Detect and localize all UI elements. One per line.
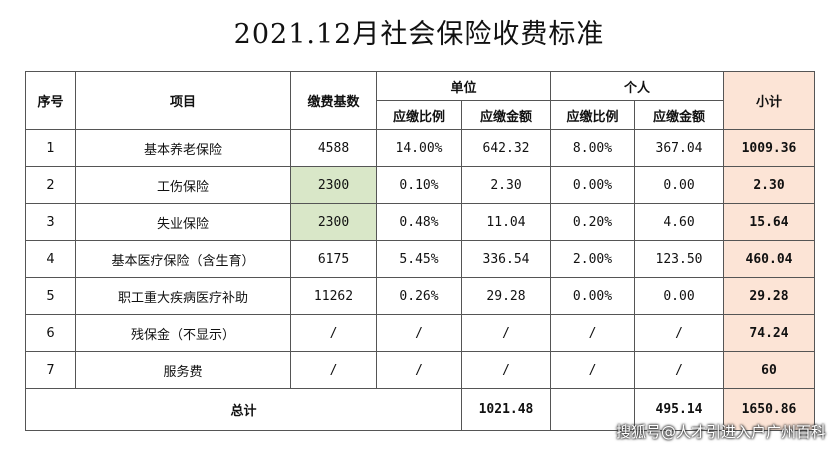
cell-unit-amount: / <box>461 314 551 352</box>
cell-unit-amount: 336.54 <box>461 240 551 278</box>
cell-seq: 5 <box>25 277 76 315</box>
cell-item: 失业保险 <box>75 203 291 241</box>
cell-person-amount: 4.60 <box>634 203 724 241</box>
cell-base: 4588 <box>290 129 377 167</box>
total-subtotal: 1650.86 <box>723 388 815 431</box>
cell-subtotal: 2.30 <box>723 166 815 204</box>
cell-unit-rate: 0.26% <box>376 277 462 315</box>
cell-unit-amount: 11.04 <box>461 203 551 241</box>
cell-seq: 4 <box>25 240 76 278</box>
cell-person-rate: / <box>550 314 635 352</box>
cell-base: 6175 <box>290 240 377 278</box>
header-item: 项目 <box>75 71 291 130</box>
cell-subtotal: 15.64 <box>723 203 815 241</box>
cell-item: 基本医疗保险（含生育） <box>75 240 291 278</box>
cell-person-rate: 8.00% <box>550 129 635 167</box>
cell-base: 11262 <box>290 277 377 315</box>
cell-base: / <box>290 314 377 352</box>
cell-person-rate: 0.20% <box>550 203 635 241</box>
table-row: 6 残保金（不显示） / / / / / 74.24 <box>25 314 815 352</box>
cell-item: 工伤保险 <box>75 166 291 204</box>
cell-person-amount: / <box>634 314 724 352</box>
table-row: 1 基本养老保险 4588 14.00% 642.32 8.00% 367.04… <box>25 129 815 167</box>
cell-person-rate: 0.00% <box>550 277 635 315</box>
table-row: 2 工伤保险 2300 0.10% 2.30 0.00% 0.00 2.30 <box>25 166 815 204</box>
cell-person-rate: / <box>550 351 635 389</box>
cell-base: / <box>290 351 377 389</box>
header-subtotal: 小计 <box>723 71 815 130</box>
total-label: 总计 <box>25 388 462 431</box>
cell-subtotal: 29.28 <box>723 277 815 315</box>
cell-unit-rate: / <box>376 314 462 352</box>
header-unit-rate: 应缴比例 <box>376 100 462 130</box>
cell-seq: 3 <box>25 203 76 241</box>
header-person-amount: 应缴金额 <box>634 100 724 130</box>
table-row: 7 服务费 / / / / / 60 <box>25 351 815 389</box>
table-row: 5 职工重大疾病医疗补助 11262 0.26% 29.28 0.00% 0.0… <box>25 277 815 315</box>
cell-subtotal: 60 <box>723 351 815 389</box>
cell-subtotal: 460.04 <box>723 240 815 278</box>
header-unit-group: 单位 <box>376 71 551 101</box>
cell-seq: 1 <box>25 129 76 167</box>
table-row: 3 失业保险 2300 0.48% 11.04 0.20% 4.60 15.64 <box>25 203 815 241</box>
cell-person-amount: 367.04 <box>634 129 724 167</box>
cell-person-amount: 0.00 <box>634 166 724 204</box>
cell-subtotal: 1009.36 <box>723 129 815 167</box>
cell-unit-amount: 642.32 <box>461 129 551 167</box>
header-seq: 序号 <box>25 71 76 130</box>
cell-person-amount: 123.50 <box>634 240 724 278</box>
total-person-rate-empty <box>550 388 635 431</box>
cell-subtotal: 74.24 <box>723 314 815 352</box>
cell-person-amount: / <box>634 351 724 389</box>
cell-unit-rate: 5.45% <box>376 240 462 278</box>
cell-unit-rate: 0.48% <box>376 203 462 241</box>
cell-unit-rate: 0.10% <box>376 166 462 204</box>
cell-item: 服务费 <box>75 351 291 389</box>
cell-item: 职工重大疾病医疗补助 <box>75 277 291 315</box>
cell-unit-amount: / <box>461 351 551 389</box>
cell-seq: 2 <box>25 166 76 204</box>
header-row-bottom: 应缴比例 应缴金额 应缴比例 应缴金额 <box>26 100 815 130</box>
cell-unit-rate: / <box>376 351 462 389</box>
cell-unit-amount: 29.28 <box>461 277 551 315</box>
cell-item: 残保金（不显示） <box>75 314 291 352</box>
total-unit-amount: 1021.48 <box>461 388 551 431</box>
cell-person-rate: 0.00% <box>550 166 635 204</box>
header-base: 缴费基数 <box>290 71 377 130</box>
header-person-rate: 应缴比例 <box>550 100 635 130</box>
total-row: 总计 1021.48 495.14 1650.86 <box>25 388 815 431</box>
header-person-group: 个人 <box>550 71 724 101</box>
cell-person-rate: 2.00% <box>550 240 635 278</box>
cell-base: 2300 <box>290 203 377 241</box>
watermark: 搜狐号@人才引进入户广州百科 <box>615 423 826 441</box>
cell-person-amount: 0.00 <box>634 277 724 315</box>
header-unit-amount: 应缴金额 <box>461 100 551 130</box>
page-title: 2021.12月社会保险收费标准 <box>233 19 605 50</box>
cell-seq: 7 <box>25 351 76 389</box>
header-row-top: 序号 项目 缴费基数 单位 个人 小计 <box>25 71 815 130</box>
cell-item: 基本养老保险 <box>75 129 291 167</box>
cell-unit-amount: 2.30 <box>461 166 551 204</box>
table-row: 4 基本医疗保险（含生育） 6175 5.45% 336.54 2.00% 12… <box>25 240 815 278</box>
cell-unit-rate: 14.00% <box>376 129 462 167</box>
cell-seq: 6 <box>25 314 76 352</box>
insurance-fee-table: 序号 项目 缴费基数 单位 个人 小计 应缴比例 应缴金额 应缴比例 应缴金额 … <box>25 71 815 431</box>
cell-base: 2300 <box>290 166 377 204</box>
